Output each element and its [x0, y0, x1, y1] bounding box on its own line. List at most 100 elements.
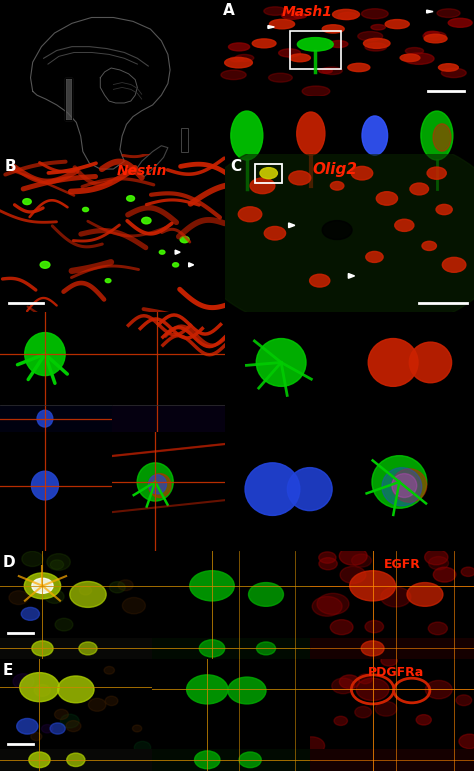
Circle shape [142, 217, 151, 224]
Circle shape [238, 207, 262, 222]
Circle shape [339, 675, 359, 689]
Circle shape [381, 655, 397, 666]
Circle shape [190, 571, 234, 601]
Circle shape [372, 456, 427, 508]
Circle shape [40, 261, 50, 268]
Circle shape [80, 586, 91, 595]
Circle shape [441, 68, 466, 78]
Circle shape [364, 39, 390, 49]
Circle shape [9, 591, 28, 604]
Circle shape [400, 54, 420, 62]
Polygon shape [289, 223, 295, 227]
Text: Olig2: Olig2 [312, 162, 357, 177]
Circle shape [221, 70, 246, 79]
Circle shape [173, 263, 179, 267]
Circle shape [299, 737, 325, 755]
Circle shape [290, 54, 310, 62]
Circle shape [425, 681, 452, 699]
Circle shape [425, 550, 448, 565]
Circle shape [428, 622, 447, 635]
Circle shape [31, 471, 58, 500]
Polygon shape [189, 263, 193, 267]
Circle shape [60, 714, 79, 728]
Circle shape [248, 583, 283, 606]
Circle shape [47, 554, 70, 571]
Circle shape [448, 19, 472, 27]
Circle shape [368, 338, 418, 386]
Circle shape [405, 48, 424, 55]
Circle shape [362, 116, 388, 155]
Circle shape [433, 567, 456, 582]
Circle shape [82, 207, 89, 211]
Circle shape [34, 685, 50, 696]
Circle shape [340, 567, 366, 584]
Circle shape [250, 178, 275, 194]
Circle shape [55, 618, 73, 631]
Circle shape [252, 39, 276, 48]
Circle shape [319, 69, 332, 73]
Circle shape [339, 547, 367, 565]
Circle shape [50, 560, 64, 569]
Polygon shape [348, 274, 355, 278]
Circle shape [322, 221, 352, 240]
Circle shape [382, 467, 422, 506]
Circle shape [355, 706, 372, 718]
Circle shape [366, 251, 383, 262]
Circle shape [29, 752, 50, 768]
Circle shape [88, 699, 106, 712]
Circle shape [437, 8, 460, 18]
Circle shape [352, 554, 372, 567]
Circle shape [239, 752, 261, 768]
Bar [0, 749, 152, 771]
Circle shape [356, 678, 389, 701]
Circle shape [350, 571, 395, 601]
Circle shape [20, 672, 59, 702]
Circle shape [159, 251, 165, 254]
Circle shape [228, 43, 250, 51]
Bar [144, 19, 164, 29]
Text: D: D [39, 180, 46, 189]
Bar [310, 749, 474, 771]
Text: C: C [230, 159, 241, 174]
Bar [24, 163, 39, 177]
Circle shape [385, 19, 409, 29]
Circle shape [228, 677, 266, 704]
Bar [255, 163, 283, 183]
Circle shape [376, 192, 398, 205]
Circle shape [231, 111, 263, 160]
Circle shape [269, 19, 295, 29]
Circle shape [66, 721, 81, 732]
Circle shape [404, 53, 434, 64]
Circle shape [421, 111, 453, 160]
Circle shape [22, 551, 43, 567]
Text: B: B [4, 159, 16, 174]
Circle shape [322, 25, 344, 33]
Circle shape [118, 580, 133, 591]
Circle shape [187, 675, 228, 704]
Circle shape [438, 64, 458, 71]
Polygon shape [175, 250, 180, 254]
Text: Nestin: Nestin [117, 163, 168, 177]
Circle shape [333, 9, 359, 19]
Bar [310, 638, 474, 659]
Circle shape [312, 597, 342, 616]
Circle shape [332, 678, 355, 694]
Circle shape [148, 473, 171, 497]
Circle shape [25, 332, 65, 375]
Circle shape [423, 32, 446, 40]
Text: Mash1: Mash1 [282, 5, 333, 19]
Circle shape [297, 38, 333, 51]
Text: PDGFRa: PDGFRa [368, 666, 424, 679]
Text: D: D [3, 554, 16, 570]
Bar [44, 163, 59, 177]
Circle shape [433, 124, 451, 151]
Text: B: B [83, 72, 89, 81]
Circle shape [410, 342, 452, 382]
Polygon shape [65, 78, 72, 120]
Circle shape [348, 63, 370, 72]
Text: E: E [19, 180, 25, 189]
Circle shape [395, 219, 414, 231]
Circle shape [188, 130, 474, 336]
Circle shape [358, 32, 383, 41]
Circle shape [134, 742, 151, 753]
